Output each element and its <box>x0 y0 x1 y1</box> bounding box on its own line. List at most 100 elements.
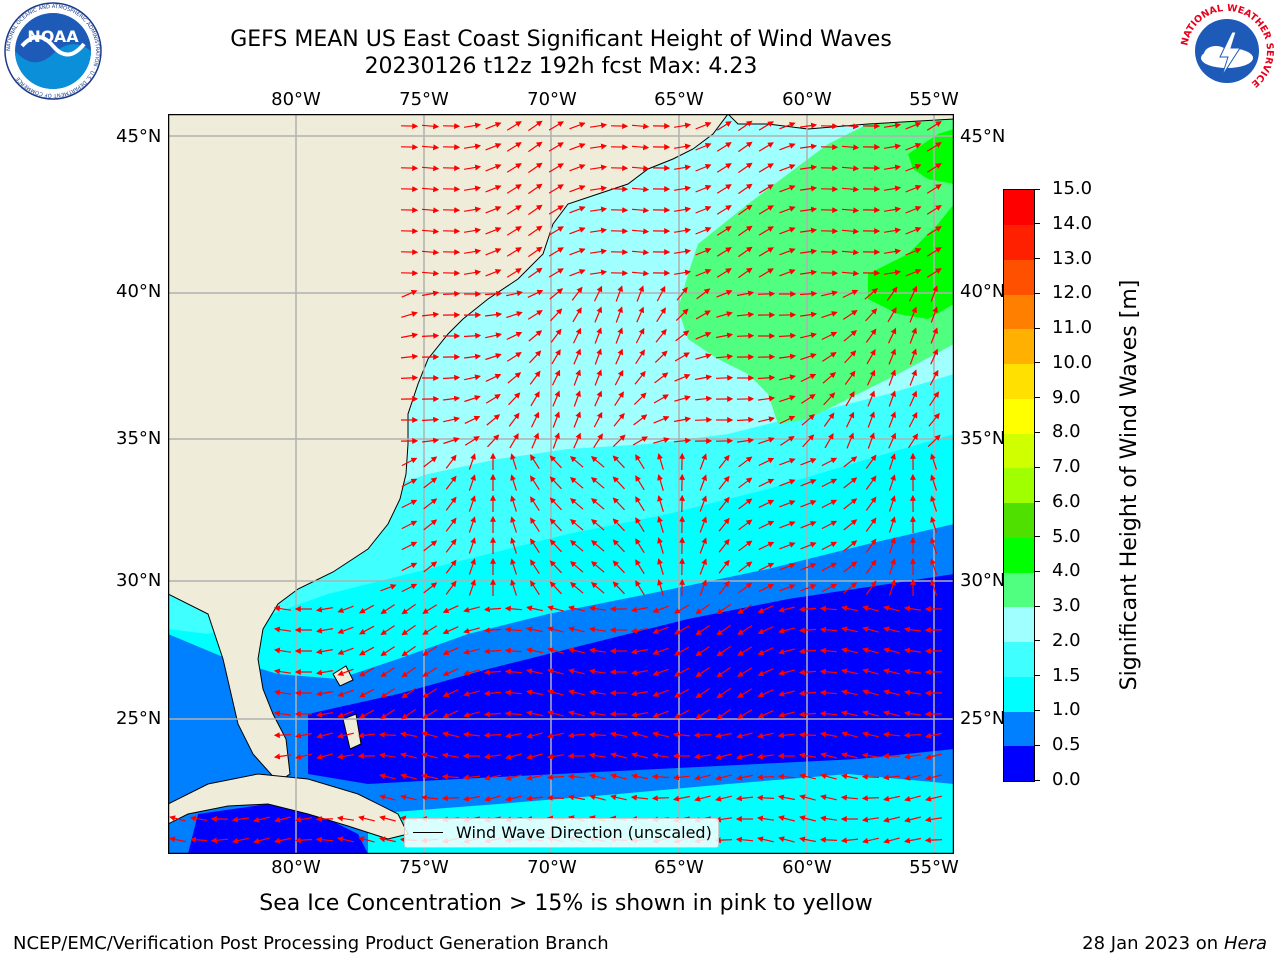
wave-direction-arrow <box>337 668 354 676</box>
wave-direction-arrow <box>423 561 438 573</box>
wave-direction-arrow <box>861 795 880 802</box>
wave-direction-arrow <box>888 537 896 554</box>
lon-label-bottom: 75°W <box>399 857 449 878</box>
wave-direction-arrow <box>800 185 818 192</box>
wave-direction-arrow <box>821 499 838 509</box>
wave-direction-arrow <box>883 626 900 633</box>
wave-direction-arrow <box>379 773 396 780</box>
wave-direction-arrow <box>758 268 774 278</box>
wave-direction-arrow <box>716 645 731 657</box>
wave-direction-arrow <box>799 815 816 822</box>
wave-direction-arrow <box>528 204 543 216</box>
wave-direction-arrow <box>779 500 796 508</box>
wave-direction-arrow <box>757 605 774 614</box>
wave-direction-arrow <box>442 290 461 297</box>
wave-direction-arrow <box>737 437 755 444</box>
wave-direction-arrow <box>635 559 645 575</box>
wave-direction-arrow <box>380 625 395 636</box>
wave-direction-arrow <box>509 433 519 449</box>
colorbar-tick <box>1034 640 1040 642</box>
wave-direction-arrow <box>820 752 837 759</box>
wave-direction-arrow <box>572 327 582 344</box>
wave-direction-arrow <box>423 519 438 531</box>
wave-direction-arrow <box>841 207 860 214</box>
colorbar-segment <box>1004 364 1034 399</box>
wave-direction-arrow <box>423 540 438 552</box>
map-legend: Wind Wave Direction (unscaled) <box>404 818 719 848</box>
wave-direction-arrow <box>610 773 627 780</box>
wave-direction-arrow <box>695 331 712 340</box>
wave-direction-arrow <box>909 390 918 407</box>
wave-direction-arrow <box>843 540 858 552</box>
wave-direction-arrow <box>821 351 837 362</box>
wave-direction-arrow <box>777 794 796 801</box>
wave-direction-arrow <box>526 647 543 654</box>
wave-direction-arrow <box>716 311 733 318</box>
wave-direction-arrow <box>528 162 543 174</box>
wave-direction-arrow <box>673 646 690 656</box>
wave-direction-arrow <box>504 605 523 612</box>
wave-direction-arrow <box>883 605 900 612</box>
wave-direction-arrow <box>612 497 625 511</box>
wave-direction-arrow <box>924 816 942 823</box>
wave-direction-arrow <box>909 369 917 386</box>
wave-direction-arrow <box>738 267 753 279</box>
wave-direction-arrow <box>758 163 774 173</box>
wave-direction-arrow <box>464 185 482 192</box>
wave-direction-arrow <box>930 327 938 344</box>
wave-direction-arrow <box>445 580 457 595</box>
lon-label-top: 60°W <box>782 89 832 110</box>
colorbar-tick-label: 11.0 <box>1052 317 1093 339</box>
wave-direction-arrow <box>401 562 418 572</box>
wave-direction-arrow <box>273 647 291 654</box>
wave-direction-arrow <box>716 666 731 678</box>
wave-direction-arrow <box>867 411 875 428</box>
wave-direction-arrow <box>380 688 395 699</box>
wave-direction-arrow <box>842 289 859 299</box>
wave-direction-arrow <box>779 584 796 592</box>
wave-direction-arrow <box>718 580 730 595</box>
wave-direction-arrow <box>634 370 646 385</box>
wave-direction-arrow <box>485 164 502 172</box>
wave-direction-arrow <box>736 332 755 339</box>
wave-direction-arrow <box>715 774 732 781</box>
wave-direction-arrow <box>528 330 543 342</box>
chart-title: GEFS MEAN US East Coast Significant Heig… <box>230 27 892 52</box>
wave-direction-arrow <box>843 561 858 573</box>
wave-direction-arrow <box>757 836 774 843</box>
wave-direction-arrow <box>758 416 775 423</box>
wave-direction-arrow <box>903 689 921 696</box>
wave-direction-arrow <box>552 390 561 407</box>
wave-direction-arrow <box>866 369 876 386</box>
wave-direction-arrow <box>630 648 649 655</box>
wave-direction-arrow <box>464 415 481 424</box>
footer-date-text: 28 Jan 2023 on <box>1082 933 1224 954</box>
wave-direction-arrow <box>652 710 669 718</box>
wave-direction-arrow <box>905 227 922 235</box>
wave-direction-arrow <box>866 349 876 365</box>
wave-direction-arrow <box>930 285 938 302</box>
wave-direction-arrow <box>738 183 753 195</box>
wave-direction-arrow <box>908 433 919 449</box>
wave-direction-arrow <box>758 499 775 509</box>
wave-direction-arrow <box>737 667 753 677</box>
wave-direction-arrow <box>614 369 624 386</box>
wave-direction-arrow <box>527 310 543 320</box>
land-bahamas-2 <box>342 713 362 750</box>
wave-direction-arrow <box>526 753 543 760</box>
wave-direction-arrow <box>525 795 543 802</box>
wave-direction-arrow <box>273 626 291 633</box>
lat-label-right: 35°N <box>960 428 1006 449</box>
wave-direction-arrow <box>674 164 692 171</box>
wave-direction-arrow <box>294 732 313 739</box>
wave-direction-arrow <box>273 668 291 675</box>
wave-direction-arrow <box>884 206 902 213</box>
colorbar <box>1003 189 1035 782</box>
colorbar-tick <box>1034 605 1040 607</box>
wave-direction-arrow <box>674 122 692 129</box>
wave-direction-arrow <box>421 144 440 151</box>
wave-direction-arrow <box>888 495 896 512</box>
noaa-logo: NOAA NATIONAL OCEANIC AND ATMOSPHERIC AD… <box>2 2 104 100</box>
wave-direction-arrow <box>823 392 836 406</box>
wave-direction-arrow <box>694 395 713 402</box>
